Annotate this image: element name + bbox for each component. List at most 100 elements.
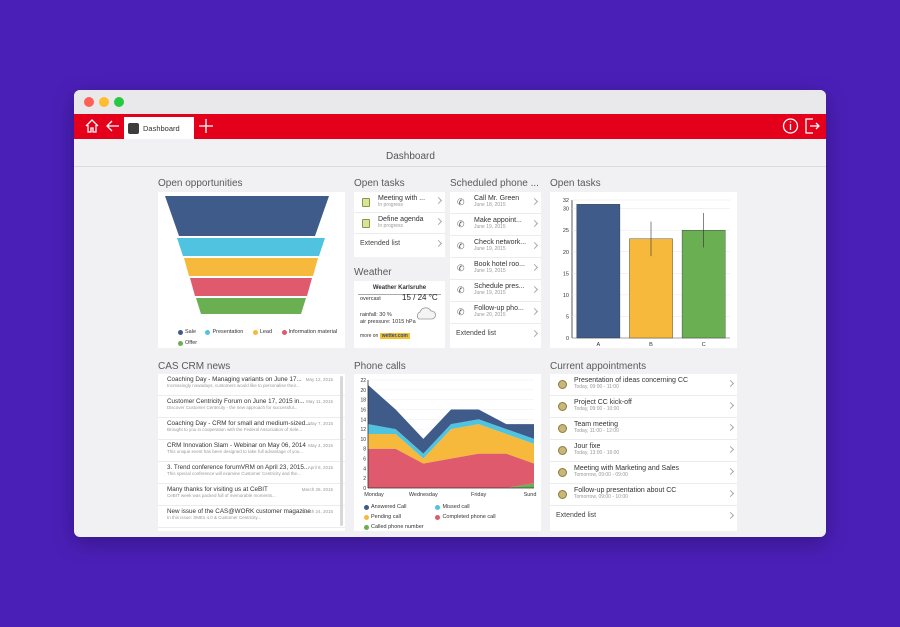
appointments-card: Presentation of ideas concerning CC Toda… xyxy=(550,374,737,531)
area-missed-call xyxy=(368,419,534,459)
news-date: April 8, 2015 xyxy=(307,465,333,470)
open-tasks-list-title: Open tasks xyxy=(354,178,405,189)
weather-source-link[interactable]: wetter.com xyxy=(379,333,410,339)
y-tick-label: 14 xyxy=(360,417,366,423)
home-icon[interactable] xyxy=(84,117,100,135)
list-item[interactable]: New issue of the CAS@WORK customer magaz… xyxy=(158,506,345,528)
phone-icon: ✆ xyxy=(457,263,465,273)
list-item[interactable]: Jour fixe Today, 13:00 - 16:00 xyxy=(550,440,737,462)
area-completed-phone-call xyxy=(368,448,534,488)
plus-icon[interactable] xyxy=(198,117,214,135)
chevron-right-icon xyxy=(434,239,443,247)
phone-calls-title: Phone calls xyxy=(354,361,406,372)
funnel-segment-offer xyxy=(196,298,306,314)
weather-title: Weather xyxy=(354,267,392,278)
list-item[interactable]: Many thanks for visiting us at CeBIT CeB… xyxy=(158,484,345,506)
news-excerpt: This special conference will examine Cus… xyxy=(167,471,301,476)
scheduled-phone-extended-list-link[interactable]: Extended list xyxy=(450,324,541,345)
tab-dashboard[interactable]: Dashboard xyxy=(124,117,194,139)
legend-information-material: Information material xyxy=(281,328,337,337)
phone-task-date: June 19, 2015 xyxy=(474,268,506,274)
task-status: In progress xyxy=(378,202,404,208)
clock-icon xyxy=(558,402,567,411)
news-title-text: Customer Centricity Forum on June 17, 20… xyxy=(167,398,305,405)
extended-list-label: Extended list xyxy=(556,512,597,519)
phone-icon: ✆ xyxy=(457,285,465,295)
opportunities-card[interactable]: Sale Presentation Lead Information mater… xyxy=(158,192,345,348)
task-status: In progress xyxy=(378,223,404,229)
x-tick-label: Friday xyxy=(471,492,487,498)
appointments-extended-list-link[interactable]: Extended list xyxy=(550,506,737,527)
y-tick-label: 4 xyxy=(363,466,366,472)
appointment-title: Team meeting xyxy=(574,421,618,428)
list-item[interactable]: ✆ Schedule pres... June 19, 2015 xyxy=(450,280,541,302)
clock-icon xyxy=(558,468,567,477)
clock-icon xyxy=(558,490,567,499)
maximize-window-button[interactable] xyxy=(114,97,124,107)
appointment-time: Today, 13:00 - 16:00 xyxy=(574,450,620,456)
news-title-text: Coaching Day - CRM for small and medium-… xyxy=(167,420,311,427)
appointment-time: Tomorrow, 09:00 - 10:00 xyxy=(574,494,628,500)
list-item[interactable]: Meeting with Marketing and Sales Tomorro… xyxy=(550,462,737,484)
y-tick-label: 0 xyxy=(363,486,366,492)
phone-task-title: Call Mr. Green xyxy=(474,195,520,202)
list-item[interactable]: ✆ Follow-up pho... June 20, 2015 xyxy=(450,302,541,324)
weather-card[interactable]: Weather Karlsruhe overcast 15 / 24 °C ra… xyxy=(354,281,445,348)
list-item[interactable]: Follow-up presentation about CC Tomorrow… xyxy=(550,484,737,506)
weather-header: Weather Karlsruhe xyxy=(372,285,427,291)
news-date: May 4, 2015 xyxy=(308,443,333,448)
weather-condition: overcast xyxy=(360,296,381,302)
y-tick-label: 16 xyxy=(360,407,366,413)
list-item[interactable]: 3. Trend conference forumVRM on April 23… xyxy=(158,462,345,484)
phone-icon: ✆ xyxy=(457,197,465,207)
legend-sale: Sale xyxy=(178,328,196,337)
extended-list-label: Extended list xyxy=(360,240,401,247)
news-title-text: CRM Innovation Slam - Webinar on May 06,… xyxy=(167,442,306,449)
legend-called-phone-number: Called phone number xyxy=(364,523,424,531)
open-tasks-chart-title: Open tasks xyxy=(550,178,601,189)
logout-icon[interactable] xyxy=(804,117,820,135)
news-scrollbar[interactable] xyxy=(340,376,343,526)
task-icon xyxy=(362,198,370,207)
list-item[interactable]: ✆ Book hotel roo... June 19, 2015 xyxy=(450,258,541,280)
y-tick-label: 30 xyxy=(563,207,569,213)
tab-label: Dashboard xyxy=(143,123,180,133)
list-item[interactable]: Coaching Day - Managing variants on June… xyxy=(158,374,345,396)
clock-icon xyxy=(558,424,567,433)
appointment-time: Today, 11:00 - 12:00 xyxy=(574,428,619,434)
list-item[interactable]: Team meeting Today, 11:00 - 12:00 xyxy=(550,418,737,440)
appointment-time: Today, 09:00 - 10:00 xyxy=(574,406,620,412)
open-tasks-extended-list-link[interactable]: Extended list xyxy=(354,234,445,255)
task-title: Define agenda xyxy=(378,216,424,223)
y-tick-label: 32 xyxy=(563,198,569,204)
minimize-window-button[interactable] xyxy=(99,97,109,107)
news-card: Coaching Day - Managing variants on June… xyxy=(158,374,345,531)
back-arrow-icon[interactable] xyxy=(105,117,121,135)
info-icon[interactable] xyxy=(782,117,799,135)
list-item[interactable]: ✆ Call Mr. Green June 18, 2015 xyxy=(450,192,541,214)
list-item[interactable]: Project CC kick-off Today, 09:00 - 10:00 xyxy=(550,396,737,418)
list-item[interactable]: Define agenda In progress xyxy=(354,213,445,234)
close-window-button[interactable] xyxy=(84,97,94,107)
news-date: May 11, 2015 xyxy=(306,399,333,404)
open-tasks-chart-card[interactable]: 0 5 10 15 20 25 30 32 A B C xyxy=(550,192,737,348)
list-item[interactable]: ✆ Check network... June 19, 2015 xyxy=(450,236,541,258)
x-tick-label: Sund xyxy=(524,492,537,498)
phone-calls-card[interactable]: 0 2 4 6 8 10 12 14 16 18 20 22 Monday Wednesday Friday… xyxy=(354,374,541,531)
news-excerpt: CeBIT week was packed full of memorable … xyxy=(167,493,276,498)
phone-task-title: Check network... xyxy=(474,239,527,246)
news-excerpt: In this issue: SMEs 4.0 & Customer Centr… xyxy=(167,515,262,520)
list-item[interactable]: CRM Innovation Slam - Webinar on May 06,… xyxy=(158,440,345,462)
y-tick-label: 10 xyxy=(563,293,569,299)
phone-task-title: Book hotel roo... xyxy=(474,261,525,268)
list-item[interactable]: Presentation of ideas concerning CC Toda… xyxy=(550,374,737,396)
funnel-segment-information-material xyxy=(190,278,312,296)
x-tick-label: C xyxy=(702,342,706,348)
y-tick-label: 8 xyxy=(363,447,366,453)
phone-task-date: June 19, 2015 xyxy=(474,246,506,252)
x-tick-label: A xyxy=(596,342,600,348)
list-item[interactable]: Customer Centricity Forum on June 17, 20… xyxy=(158,396,345,418)
list-item[interactable]: Meeting with ... In progress xyxy=(354,192,445,213)
list-item[interactable]: Coaching Day - CRM for small and medium-… xyxy=(158,418,345,440)
list-item[interactable]: ✆ Make appoint... June 19, 2015 xyxy=(450,214,541,236)
